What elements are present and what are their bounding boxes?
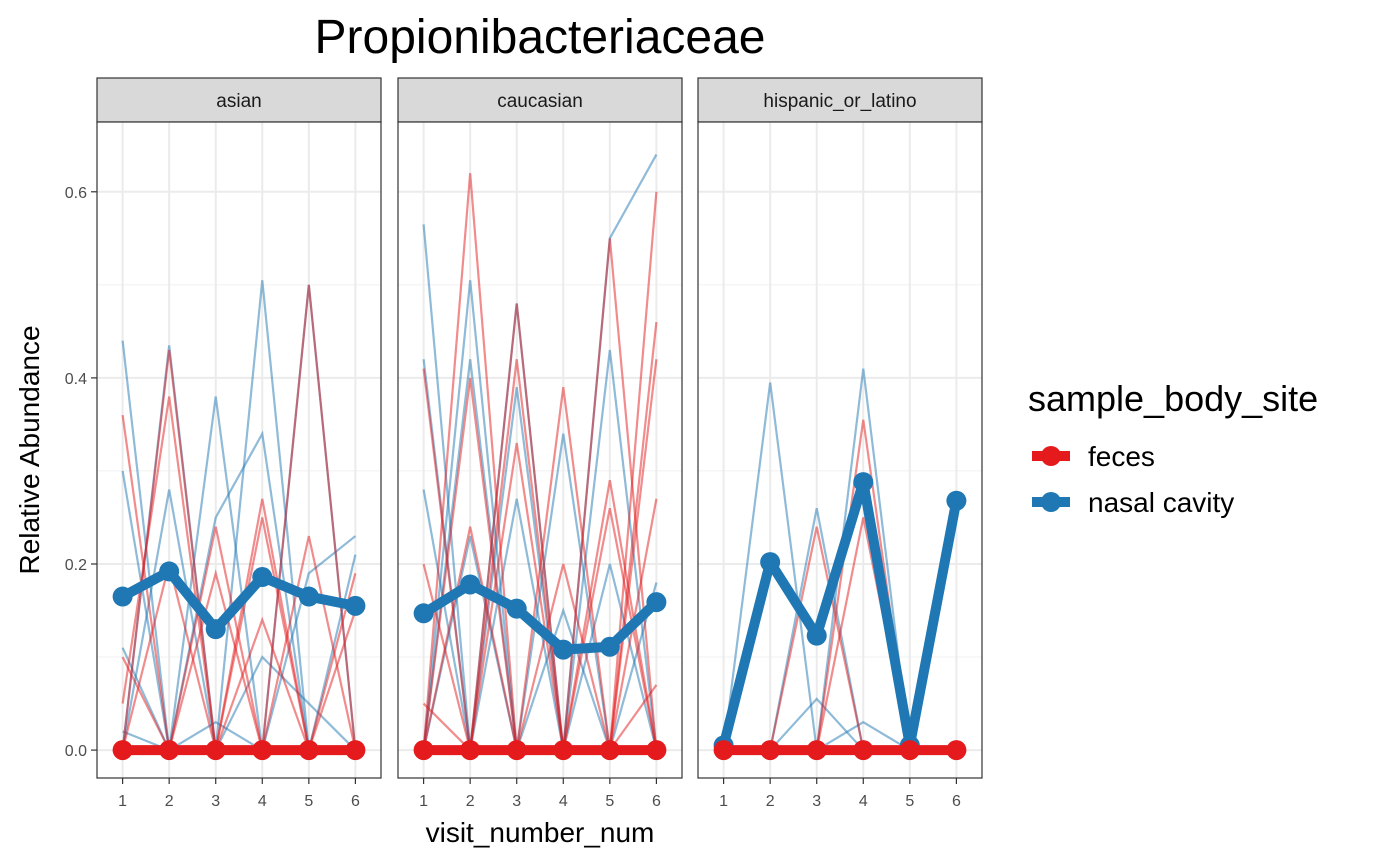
series-point-feces [413,740,434,761]
series-point-feces [252,740,273,761]
legend-key-point [1041,446,1061,466]
series-point-feces [853,740,874,761]
x-tick-label: 3 [512,793,521,810]
x-tick-label: 3 [211,793,220,810]
y-axis-title: Relative Abundance [14,325,45,574]
facet-strip-label: asian [216,91,261,112]
series-point-feces [599,740,620,761]
x-tick-label: 1 [419,793,428,810]
series-point-nasal-cavity [159,561,180,582]
legend-item-feces: feces [1032,441,1155,472]
x-tick-label: 3 [812,793,821,810]
y-tick-label: 0.2 [65,557,87,574]
series-point-nasal-cavity [112,586,133,607]
panel-border [697,121,983,779]
x-axis-title: visit_number_num [426,817,655,848]
series-point-feces [553,740,574,761]
facet-strip-label: caucasian [497,91,583,112]
x-tick-label: 1 [719,793,728,810]
series-point-nasal-cavity [506,598,527,619]
series-point-feces [646,740,667,761]
facet-panel-asian: asian 1 2 3 4 5 6 0.0 0.2 0.4 0.6 [65,77,382,810]
legend-key-point [1041,492,1061,512]
x-tick-label: 5 [905,793,914,810]
series-point-nasal-cavity [806,625,827,646]
series-point-feces [899,740,920,761]
x-tick-label: 2 [766,793,775,810]
series-point-nasal-cavity [599,636,620,657]
facet-strip-label: hispanic_or_latino [763,91,916,112]
facet-strip [697,77,983,123]
series-point-nasal-cavity [345,595,366,616]
series-point-nasal-cavity [298,586,319,607]
legend: sample_body_site feces nasal cavity [1028,378,1318,518]
chart-title: Propionibacteriaceae [315,11,766,64]
series-point-feces [806,740,827,761]
series-point-nasal-cavity [946,490,967,511]
series-point-feces [760,740,781,761]
x-tick-label: 6 [652,793,661,810]
x-tick-label: 6 [351,793,360,810]
legend-label: feces [1088,441,1155,472]
x-tick-label: 2 [165,793,174,810]
legend-title: sample_body_site [1028,378,1318,419]
x-tick-label: 5 [605,793,614,810]
x-tick-label: 4 [859,793,868,810]
x-tick-label: 5 [304,793,313,810]
y-tick-label: 0.4 [65,371,87,388]
facet-panel-hispanic_or_latino: hispanic_or_latino 1 2 3 4 5 6 [697,77,983,810]
panel-border [96,121,382,779]
series-point-nasal-cavity [460,574,481,595]
series-point-nasal-cavity [853,472,874,493]
y-tick-label: 0.0 [65,743,87,760]
series-line-nasal-cavity [718,477,962,751]
series-point-feces [946,740,967,761]
panel-background [97,122,381,778]
series-point-nasal-cavity [205,619,226,640]
legend-item-nasal-cavity: nasal cavity [1032,487,1234,518]
facet-strip [397,77,683,123]
series-point-feces [345,740,366,761]
series-point-feces [506,740,527,761]
series-point-nasal-cavity [413,603,434,624]
series-point-feces [298,740,319,761]
series-point-feces [460,740,481,761]
legend-label: nasal cavity [1088,487,1234,518]
series-point-nasal-cavity [252,567,273,588]
x-tick-label: 4 [559,793,568,810]
panel-border [397,121,683,779]
x-tick-label: 2 [466,793,475,810]
series-point-feces [713,740,734,761]
x-tick-label: 6 [952,793,961,810]
y-tick-label: 0.6 [65,185,87,202]
facet-panel-caucasian: caucasian 1 2 3 4 5 6 [397,77,683,810]
series-point-nasal-cavity [646,592,667,613]
series-point-feces [159,740,180,761]
series-point-feces [205,740,226,761]
facet-strip [96,77,382,123]
series-point-nasal-cavity [553,639,574,660]
x-tick-label: 1 [118,793,127,810]
legend-items: feces nasal cavity [1032,441,1234,518]
series-point-feces [112,740,133,761]
series-point-nasal-cavity [760,552,781,573]
x-tick-label: 4 [258,793,267,810]
